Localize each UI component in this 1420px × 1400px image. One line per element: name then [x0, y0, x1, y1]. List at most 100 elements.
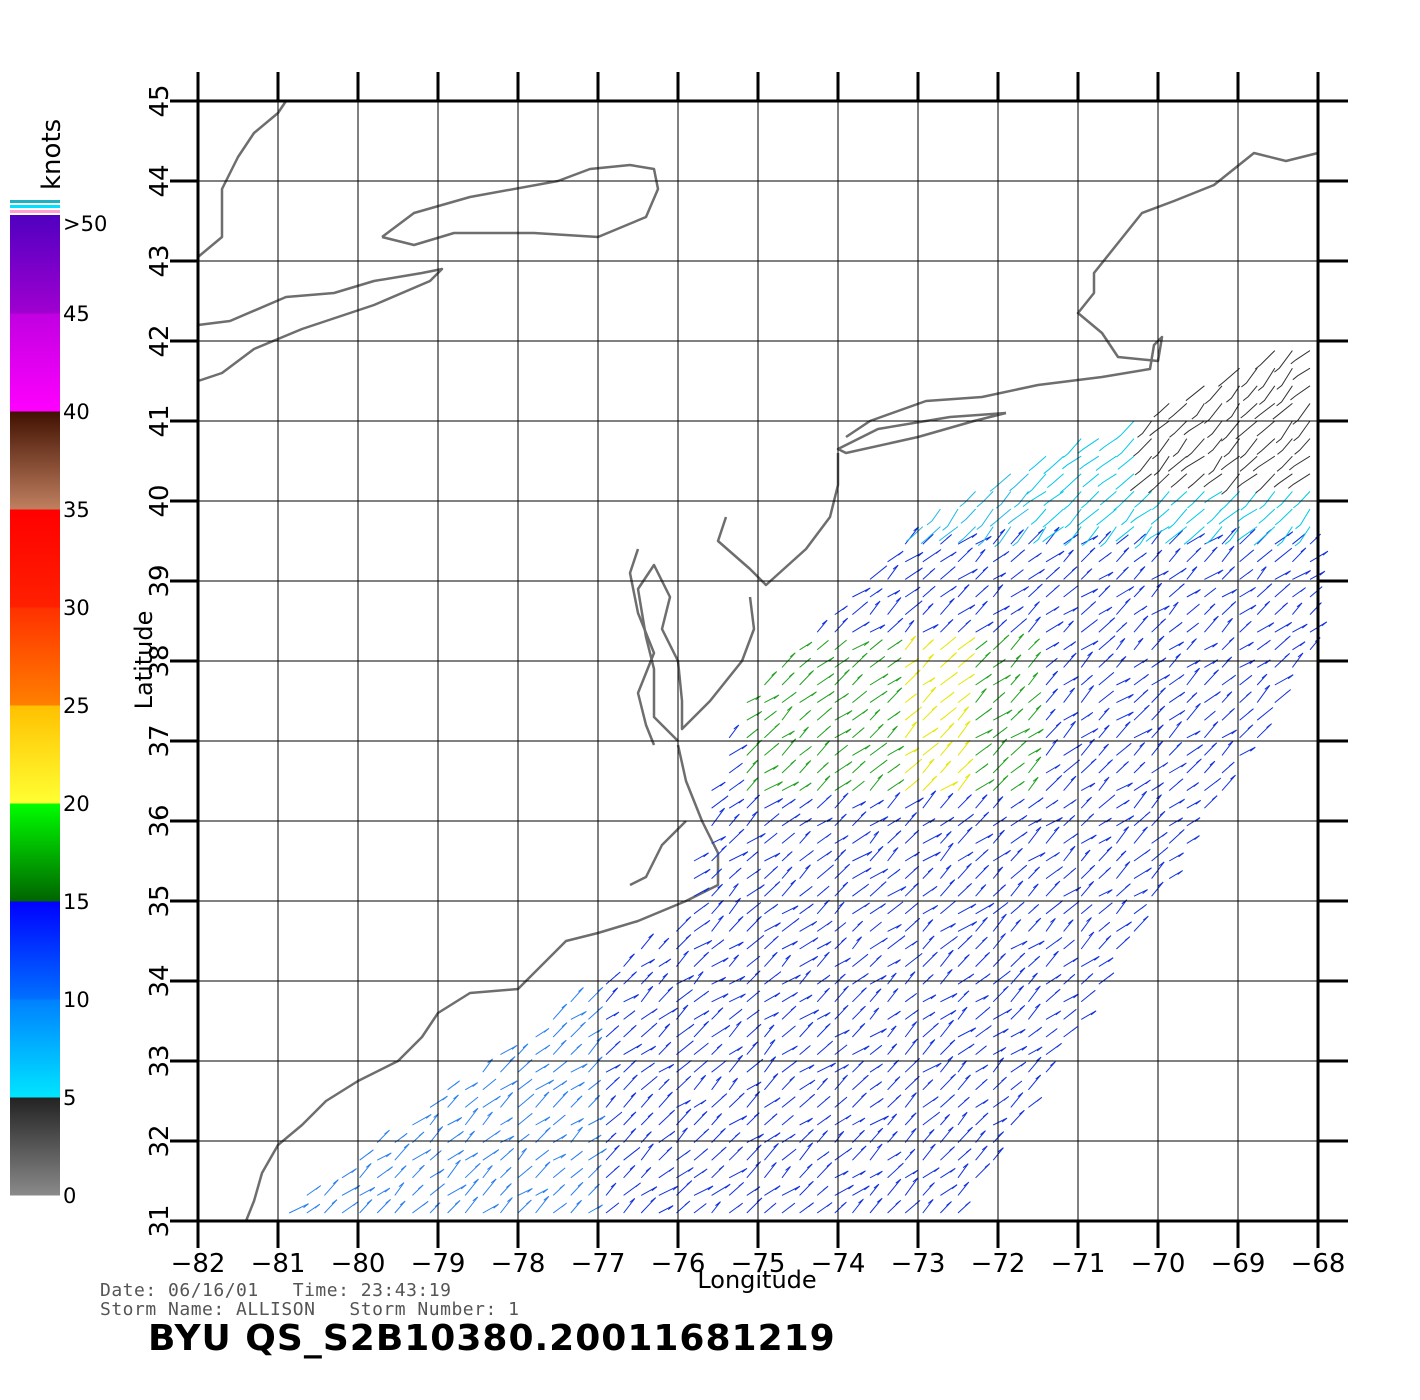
wind-barb	[1168, 870, 1184, 880]
wind-barb	[1239, 604, 1257, 616]
wind-barb	[1081, 526, 1100, 546]
wind-barb	[1221, 761, 1235, 774]
wind-barb	[605, 1132, 617, 1143]
wind-barb	[517, 1187, 533, 1196]
wind-barb	[976, 491, 994, 508]
wind-barb	[482, 1203, 499, 1214]
wind-barb	[992, 584, 1004, 598]
wind-barb	[852, 674, 863, 686]
wind-barb	[658, 1078, 670, 1091]
wind-barb	[922, 639, 935, 651]
wind-barb	[957, 720, 971, 739]
wind-barb	[852, 830, 871, 844]
storm-info-line: Storm Name: ALLISON Storm Number: 1	[100, 1299, 520, 1320]
wind-barb	[781, 832, 796, 844]
wind-barb	[1116, 711, 1134, 721]
wind-barb	[869, 639, 883, 651]
wind-barb	[816, 1062, 837, 1073]
wind-barb	[517, 1043, 529, 1055]
wind-barb	[605, 1202, 620, 1214]
wind-barb	[816, 707, 833, 721]
wind-barb	[746, 695, 761, 704]
wind-barb	[552, 1184, 566, 1196]
wind-barb	[1204, 777, 1222, 791]
wind-barb	[887, 935, 906, 950]
wind-barb	[605, 987, 619, 1003]
wind-barb	[1293, 491, 1311, 509]
wind-barb	[1045, 936, 1063, 950]
wind-barb	[781, 706, 793, 721]
wind-barb	[994, 526, 1012, 548]
wind-barb	[975, 688, 987, 703]
wind-barb	[429, 1183, 445, 1196]
wind-barb	[517, 1133, 530, 1143]
wind-barb	[1063, 833, 1079, 844]
wind-barb	[799, 1202, 814, 1214]
wind-barb	[1063, 641, 1077, 651]
wind-barb	[693, 1042, 709, 1055]
wind-barb	[517, 1165, 533, 1179]
wind-barb	[640, 1008, 658, 1020]
wind-barb	[1080, 685, 1095, 703]
wind-barb	[992, 1147, 1004, 1161]
wind-barb	[658, 1023, 671, 1038]
wind-barb	[1082, 473, 1100, 488]
wind-barb	[922, 624, 939, 633]
colorbar-band	[10, 509, 60, 608]
wind-barb	[535, 1027, 550, 1038]
wind-barb	[1013, 491, 1029, 508]
wind-barb	[887, 617, 904, 633]
wind-barb	[852, 587, 871, 598]
wind-barb	[1080, 931, 1095, 950]
wind-barb	[676, 1180, 693, 1196]
wind-barb	[975, 640, 988, 651]
wind-barb	[940, 923, 956, 932]
coastline-segment	[197, 267, 444, 383]
wind-barb	[992, 913, 1007, 932]
wind-barb	[1063, 566, 1078, 580]
wind-barb	[1240, 491, 1258, 511]
wind-barb	[447, 1184, 467, 1196]
wind-barb	[570, 1081, 585, 1091]
wind-barb	[746, 739, 762, 756]
wind-barb	[834, 985, 849, 1003]
wind-barb	[940, 598, 955, 615]
wind-barb	[904, 902, 919, 915]
wind-barb	[852, 780, 865, 791]
wind-barb	[887, 1010, 901, 1020]
wind-barb	[1256, 684, 1271, 703]
wind-barb	[975, 902, 995, 915]
wind-barb	[975, 1145, 988, 1161]
wind-barb	[869, 955, 882, 967]
wind-barb	[693, 1020, 710, 1038]
latitude-tick-label: 39	[145, 564, 175, 597]
latitude-tick-label: 42	[145, 324, 175, 357]
wind-barb	[940, 816, 955, 827]
wind-barb	[1168, 674, 1185, 686]
wind-barb	[1010, 798, 1025, 809]
wind-barb	[1191, 403, 1205, 420]
wind-barb	[922, 1182, 935, 1196]
wind-barb	[1221, 420, 1240, 442]
coastline-segment	[845, 151, 1319, 439]
wind-barb	[676, 934, 692, 950]
longitude-tick-labels: −82 −81 −80 −79 −78 −77 −76 −75 −74 −73 −72 −71 −70−…	[171, 1249, 1346, 1279]
wind-barb	[1133, 615, 1149, 633]
wind-barb	[1274, 350, 1293, 373]
wind-barb	[1064, 508, 1082, 529]
wind-barb	[1170, 491, 1188, 506]
wind-barb	[852, 936, 862, 950]
wind-barb	[957, 547, 973, 563]
wind-barb	[940, 619, 954, 633]
wind-barb	[1116, 656, 1127, 668]
wind-barb	[640, 1093, 654, 1108]
wind-barb	[1256, 723, 1272, 739]
wind-barb	[1133, 867, 1152, 880]
latitude-tick-label: 31	[145, 1204, 175, 1237]
wind-barb	[552, 1091, 569, 1108]
wind-barb	[1045, 799, 1059, 809]
wind-barb	[1063, 687, 1076, 703]
wind-barb	[816, 775, 831, 791]
wind-barb	[904, 882, 919, 897]
wind-barb	[605, 1011, 620, 1020]
